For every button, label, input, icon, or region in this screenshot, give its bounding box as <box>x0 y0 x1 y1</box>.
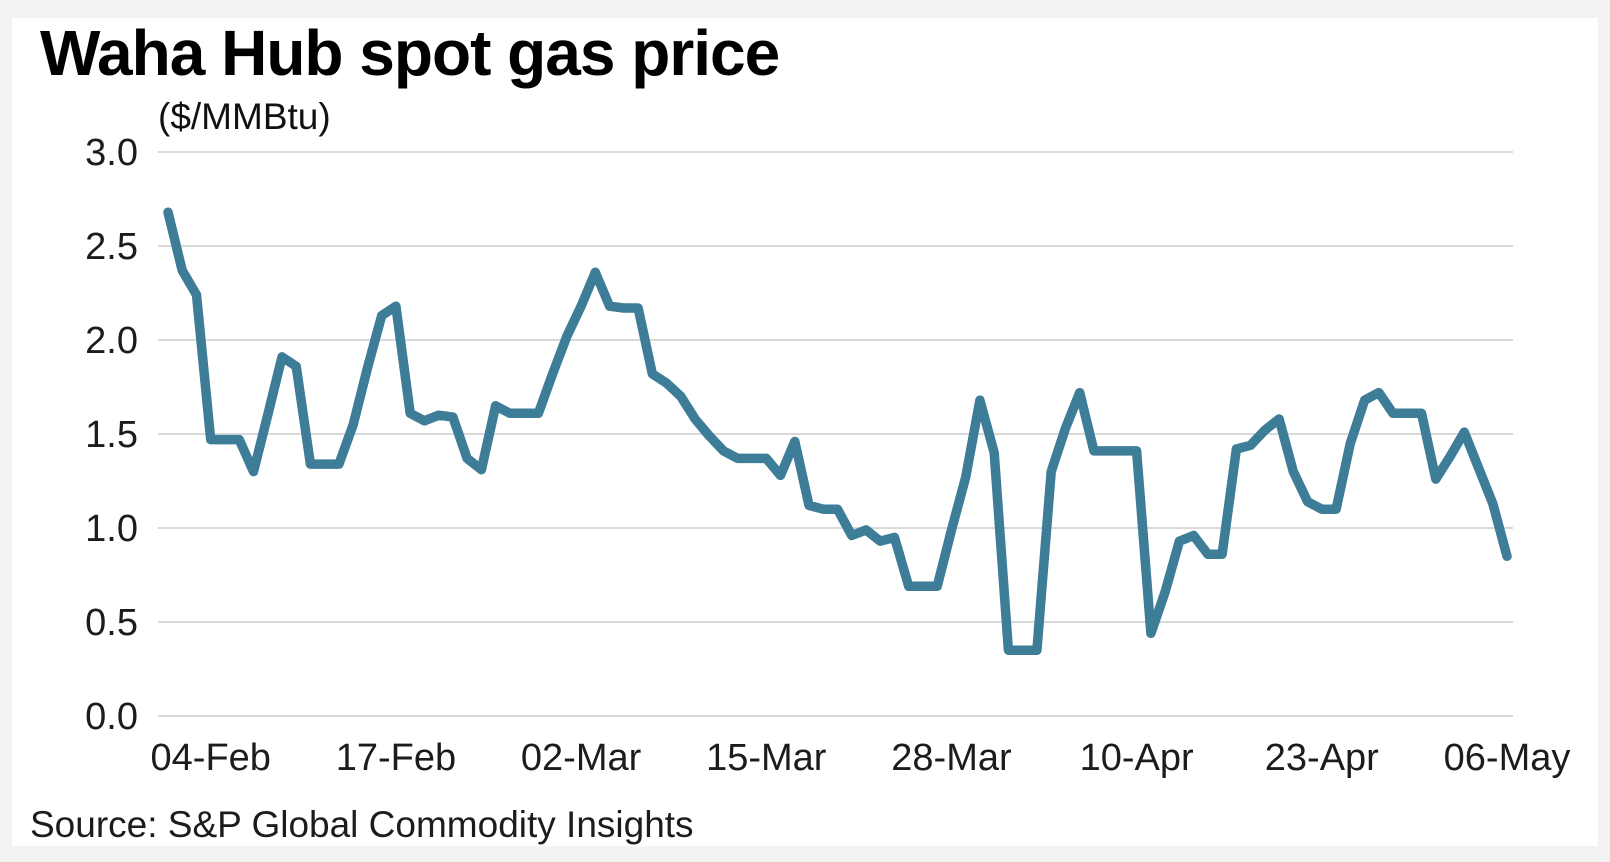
y-tick-label: 1.0 <box>85 508 138 550</box>
price-line-series <box>163 207 1512 655</box>
chart-title: Waha Hub spot gas price <box>40 17 780 89</box>
y-tick-label: 3.0 <box>85 132 138 174</box>
x-tick-label: 23-Apr <box>1265 737 1379 779</box>
chart-unit-label: ($/MMBtu) <box>158 96 331 137</box>
chart-card <box>12 18 1598 846</box>
source-attribution: Source: S&P Global Commodity Insights <box>30 804 694 845</box>
y-tick-label: 0.5 <box>85 602 138 644</box>
x-tick-label: 02-Mar <box>521 737 642 779</box>
x-tick-label: 17-Feb <box>336 737 456 779</box>
x-tick-label: 10-Apr <box>1080 737 1194 779</box>
x-tick-label: 28-Mar <box>891 737 1012 779</box>
y-tick-label: 0.0 <box>85 696 138 738</box>
y-tick-label: 2.5 <box>85 226 138 268</box>
x-tick-label: 04-Feb <box>151 737 271 779</box>
y-tick-label: 1.5 <box>85 414 138 456</box>
x-tick-label: 15-Mar <box>706 737 827 779</box>
y-tick-label: 2.0 <box>85 320 138 362</box>
x-tick-label: 06-May <box>1444 737 1571 779</box>
